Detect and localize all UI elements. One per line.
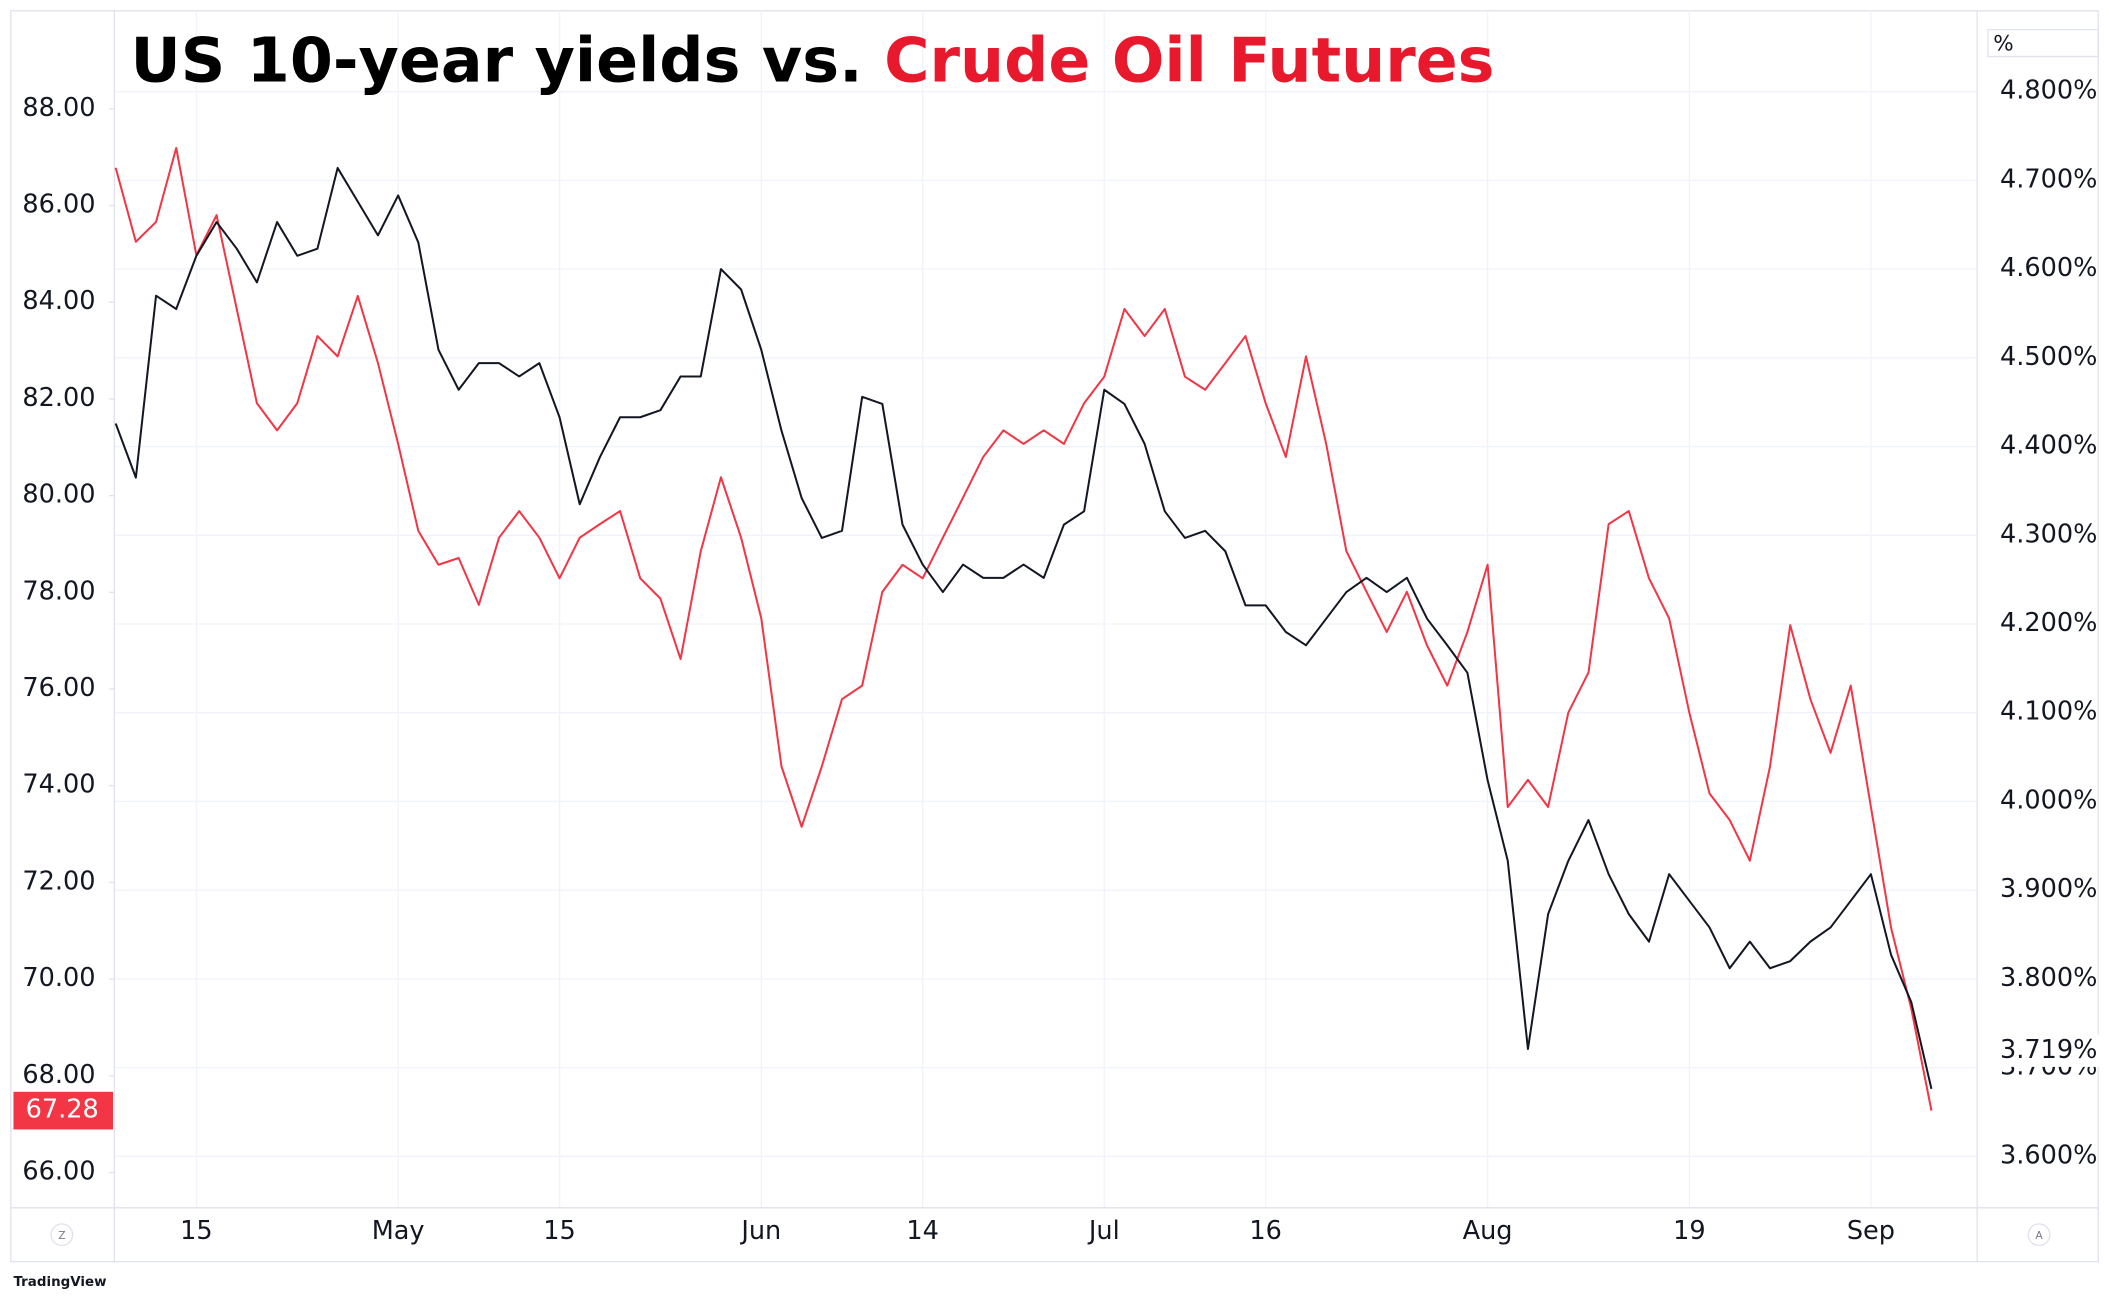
- grid: [114, 10, 1978, 1208]
- scale-button-label[interactable]: Z: [58, 1229, 65, 1242]
- chart-title: US 10-year yields vs. Crude Oil Futures: [130, 25, 1494, 97]
- last-value-label: 3.719%: [2000, 1035, 2097, 1065]
- y-tick-label: 72.00: [22, 866, 95, 896]
- y-tick-label: 86.00: [22, 190, 95, 220]
- scale-button[interactable]: [50, 1223, 74, 1247]
- x-tick-label: 16: [1249, 1216, 1282, 1246]
- y-tick-label: 70.00: [22, 963, 95, 993]
- axis-labels: 3.600%3.700%3.800%3.900%4.000%4.100%4.20…: [13, 76, 2101, 1246]
- y-tick-label: 84.00: [22, 286, 95, 316]
- unit-box: [1987, 28, 2099, 58]
- branding: TradingView: [13, 1275, 106, 1290]
- last-value-box: [13, 1091, 114, 1130]
- y2-tick-label: 4.800%: [2000, 76, 2097, 106]
- x-tick-label: 19: [1673, 1216, 1706, 1246]
- y-tick-label: 68.00: [22, 1060, 95, 1090]
- y2-tick-label: 4.100%: [2000, 697, 2097, 727]
- x-tick-label: Jul: [1087, 1216, 1120, 1246]
- y-tick-label: 80.00: [22, 480, 95, 510]
- y2-tick-label: 4.700%: [2000, 164, 2097, 194]
- x-tick-label: Sep: [1847, 1216, 1895, 1246]
- scale-button[interactable]: [2027, 1223, 2051, 1247]
- last-value-label: 67.28: [26, 1095, 99, 1125]
- x-tick-label: Aug: [1463, 1216, 1513, 1246]
- y2-unit: %: [1993, 31, 2013, 56]
- last-value-box: [1987, 1034, 2101, 1067]
- y-tick-label: 74.00: [22, 770, 95, 800]
- series-layer: [114, 146, 1933, 1111]
- series-line: [114, 166, 1933, 1090]
- title-part: US 10-year yields vs.: [130, 25, 862, 97]
- x-tick-label: 15: [543, 1216, 576, 1246]
- y2-tick-label: 4.600%: [2000, 253, 2097, 283]
- y2-tick-label: 4.200%: [2000, 608, 2097, 638]
- y2-tick-label: 4.300%: [2000, 519, 2097, 549]
- y2-tick-label: 3.600%: [2000, 1140, 2097, 1170]
- title-part: Crude Oil Futures: [884, 25, 1494, 97]
- series-line: [114, 146, 1933, 1111]
- y-tick-label: 66.00: [22, 1157, 95, 1187]
- y-tick-label: 78.00: [22, 576, 95, 606]
- y-tick-label: 88.00: [22, 93, 95, 123]
- y2-tick-label: 4.400%: [2000, 431, 2097, 461]
- y2-tick-label: 3.800%: [2000, 963, 2097, 993]
- x-tick-label: May: [372, 1216, 425, 1246]
- chart-frame: [10, 10, 2099, 1263]
- x-tick-label: 14: [906, 1216, 939, 1246]
- x-tick-label: Jun: [739, 1216, 781, 1246]
- y2-tick-label: 3.900%: [2000, 874, 2097, 904]
- scale-button-label[interactable]: A: [2035, 1229, 2043, 1242]
- y2-tick-label: 4.000%: [2000, 785, 2097, 815]
- y2-tick-label: 4.500%: [2000, 342, 2097, 372]
- y-tick-label: 76.00: [22, 673, 95, 703]
- y-tick-label: 82.00: [22, 383, 95, 413]
- x-tick-label: 15: [180, 1216, 213, 1246]
